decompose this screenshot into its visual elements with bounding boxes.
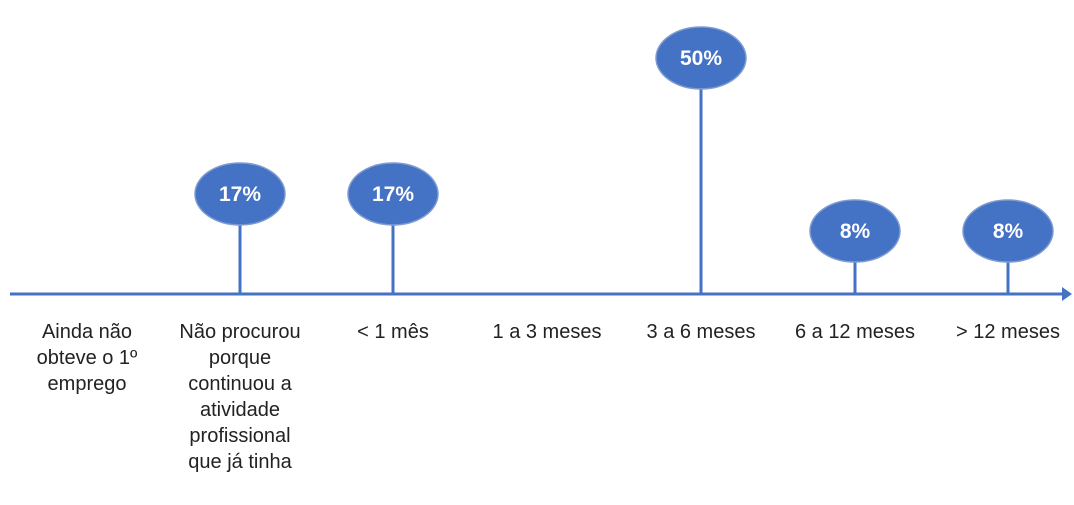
- x-tick-label-line: emprego: [48, 373, 127, 395]
- data-label: 17%: [219, 183, 261, 206]
- x-tick-label-line: Ainda não: [42, 321, 132, 343]
- x-tick-label: 3 a 6 meses: [647, 321, 756, 343]
- x-tick-label-line: Não procurou: [179, 321, 300, 343]
- lollipop-marker: [655, 26, 747, 90]
- x-tick-label-line: profissional: [189, 425, 290, 447]
- lollipop-marker: [194, 162, 286, 226]
- x-axis-arrow: [1062, 287, 1072, 301]
- x-tick-label: 1 a 3 meses: [493, 321, 602, 343]
- x-tick-label-line: > 12 meses: [956, 321, 1060, 343]
- data-label: 8%: [993, 220, 1024, 243]
- x-tick-label: Ainda não obteve o 1º emprego: [37, 321, 138, 395]
- lollipop-marker: [809, 199, 901, 263]
- x-tick-label: > 12 meses: [956, 321, 1060, 343]
- lollipop-marker: [347, 162, 439, 226]
- x-tick-label-line: atividade: [200, 399, 280, 421]
- lollipop-marker: [962, 199, 1054, 263]
- x-tick-label-line: continuou a: [188, 373, 292, 395]
- x-tick-label: 6 a 12 meses: [795, 321, 915, 343]
- data-label: 50%: [680, 47, 722, 70]
- data-label: 17%: [372, 183, 414, 206]
- x-tick-label-line: 1 a 3 meses: [493, 321, 602, 343]
- x-tick-label-line: 3 a 6 meses: [647, 321, 756, 343]
- x-tick-label: < 1 mês: [357, 321, 429, 343]
- x-tick-label: Não procurou porque continuou a atividade pr…: [179, 321, 300, 473]
- x-tick-label-line: obteve o 1º: [37, 347, 138, 369]
- x-tick-label-line: < 1 mês: [357, 321, 429, 343]
- x-tick-label-line: porque: [209, 347, 271, 369]
- data-label: 8%: [840, 220, 871, 243]
- x-tick-label-line: que já tinha: [188, 451, 292, 473]
- x-tick-label-line: 6 a 12 meses: [795, 321, 915, 343]
